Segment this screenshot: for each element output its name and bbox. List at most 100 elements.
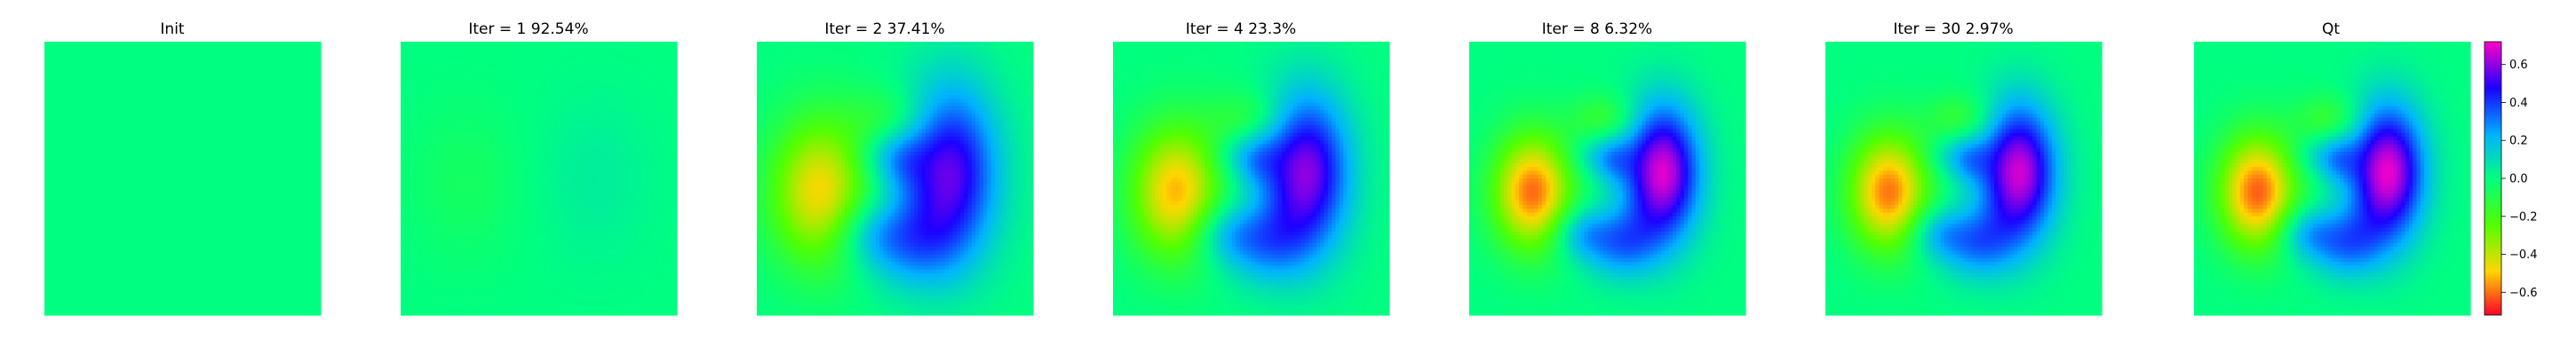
heatmap-cell — [147, 182, 153, 187]
heatmap-cell — [48, 79, 53, 84]
heatmap-cell — [171, 201, 176, 206]
heatmap-cell — [255, 83, 260, 88]
heatmap-cell — [232, 189, 237, 194]
heatmap-cell — [98, 231, 103, 236]
heatmap-cell — [71, 60, 76, 66]
heatmap-cell — [225, 136, 229, 141]
heatmap-cell — [182, 292, 187, 297]
heatmap-cell — [71, 45, 76, 51]
heatmap-cell — [60, 292, 65, 297]
heatmap-cell — [117, 250, 122, 256]
heatmap-cell — [316, 224, 322, 229]
heatmap-cell — [71, 242, 76, 248]
heatmap-cell — [225, 242, 229, 248]
heatmap-cell — [124, 94, 130, 99]
heatmap-cell — [86, 83, 91, 88]
heatmap-cell — [194, 121, 199, 126]
heatmap-cell — [247, 288, 252, 293]
heatmap-cell — [255, 227, 260, 233]
heatmap-cell — [83, 235, 88, 241]
heatmap-cell — [55, 284, 60, 289]
heatmap-cell — [298, 42, 302, 46]
heatmap-cell — [263, 204, 268, 209]
heatmap-cell — [121, 197, 126, 202]
heatmap-cell — [263, 189, 268, 194]
heatmap-cell — [90, 265, 95, 271]
heatmap-cell — [266, 75, 272, 81]
heatmap-cell — [159, 57, 164, 61]
heatmap-cell — [179, 140, 184, 146]
heatmap-cell — [117, 277, 122, 282]
heatmap-cell — [109, 136, 115, 141]
heatmap-cell — [235, 49, 241, 54]
heatmap-cell — [290, 45, 295, 51]
heatmap-cell — [197, 189, 203, 194]
heatmap-cell — [98, 114, 103, 119]
heatmap-cell — [136, 235, 141, 241]
heatmap-cell — [197, 254, 203, 259]
heatmap-cell — [205, 178, 211, 183]
heatmap-cell — [232, 224, 237, 229]
heatmap-cell — [228, 49, 234, 54]
heatmap-cell — [209, 299, 214, 304]
heatmap-cell — [52, 155, 57, 161]
heatmap-cell — [90, 212, 95, 217]
heatmap-cell — [44, 125, 49, 130]
heatmap-cell — [309, 167, 314, 172]
heatmap-cell — [293, 140, 298, 146]
heatmap-cell — [124, 288, 130, 293]
heatmap-cell — [174, 67, 179, 73]
heatmap-cell — [313, 288, 318, 293]
heatmap-cell — [63, 79, 68, 84]
heatmap-cell — [186, 75, 191, 81]
heatmap-cell — [109, 224, 115, 229]
heatmap-cell — [132, 79, 138, 84]
heatmap-cell — [266, 64, 272, 69]
heatmap-cell — [106, 72, 111, 77]
heatmap-cell — [109, 75, 115, 81]
heatmap-cell — [298, 83, 302, 88]
heatmap-cell — [251, 224, 257, 229]
heatmap-cell — [151, 174, 156, 179]
heatmap-cell — [251, 299, 257, 304]
heatmap-cell — [225, 121, 229, 126]
heatmap-cell — [117, 272, 122, 278]
heatmap-cell — [274, 117, 280, 122]
heatmap-cell — [90, 83, 95, 88]
heatmap-cell — [247, 209, 252, 214]
heatmap-cell — [186, 91, 191, 96]
heatmap-cell — [139, 269, 145, 274]
heatmap-cell — [301, 52, 306, 58]
heatmap-cell — [117, 227, 122, 233]
heatmap-cell — [94, 57, 99, 61]
heatmap-cell — [117, 102, 122, 107]
heatmap-cell — [155, 277, 161, 282]
heatmap-cell — [197, 136, 203, 141]
heatmap-cell — [309, 57, 314, 61]
heatmap-cell — [316, 296, 322, 301]
heatmap-cell — [106, 155, 111, 161]
heatmap-cell — [209, 280, 214, 286]
heatmap-cell — [106, 87, 111, 92]
heatmap-cell — [139, 162, 145, 168]
heatmap-cell — [129, 265, 133, 271]
heatmap-cell — [117, 212, 122, 217]
heatmap-cell — [282, 60, 287, 66]
heatmap-cell — [163, 99, 168, 104]
heatmap-cell — [278, 132, 283, 138]
heatmap-cell — [232, 231, 237, 236]
heatmap-cell — [293, 121, 298, 126]
heatmap-cell — [186, 299, 191, 304]
heatmap-cell — [90, 247, 95, 251]
heatmap-cell — [48, 212, 53, 217]
heatmap-cell — [186, 152, 191, 156]
heatmap-cell — [186, 174, 191, 179]
heatmap-cell — [228, 296, 234, 301]
heatmap-cell — [159, 170, 164, 176]
heatmap-cell — [243, 284, 249, 289]
heatmap-cell — [290, 269, 295, 274]
heatmap-cell — [190, 280, 195, 286]
heatmap-cell — [109, 106, 115, 111]
heatmap-cell — [139, 189, 145, 194]
heatmap-cell — [155, 197, 161, 202]
